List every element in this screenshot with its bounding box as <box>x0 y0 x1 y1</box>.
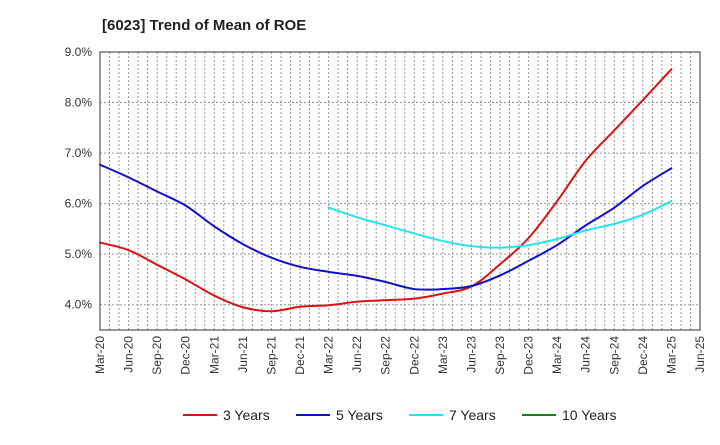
x-tick-label: Sep-23 <box>493 336 507 375</box>
legend: 3 Years 5 Years 7 Years 10 Years <box>183 407 617 423</box>
y-tick-label: 7.0% <box>65 146 93 160</box>
x-tick-label: Mar-20 <box>93 336 107 374</box>
series-line-3-years <box>99 68 673 313</box>
x-tick-label: Mar-23 <box>436 336 450 374</box>
x-tick-label: Mar-21 <box>207 336 221 374</box>
y-tick-label: 5.0% <box>65 247 93 261</box>
y-tick-label: 6.0% <box>65 197 93 211</box>
x-tick-label: Mar-25 <box>664 336 678 374</box>
legend-label-5-years: 5 Years <box>336 407 383 423</box>
x-tick-label: Dec-22 <box>407 336 421 375</box>
x-tick-label: Sep-22 <box>379 336 393 375</box>
grid-layer <box>100 51 700 330</box>
x-axis: Mar-20 Jun-20 Sep-20 Dec-20 Mar-21 Jun-21 Sep-… <box>93 336 707 375</box>
x-tick-label: Dec-20 <box>179 336 193 375</box>
legend-label-10-years: 10 Years <box>562 407 617 423</box>
legend-label-7-years: 7 Years <box>449 407 496 423</box>
y-tick-label: 9.0% <box>65 45 93 59</box>
series-layer <box>99 68 673 313</box>
x-tick-label: Mar-22 <box>322 336 336 374</box>
series-line-5-years <box>99 163 673 291</box>
x-tick-label: Jun-21 <box>236 336 250 373</box>
series-line-7-years <box>327 200 673 249</box>
x-tick-label: Dec-24 <box>636 336 650 375</box>
y-tick-label: 4.0% <box>65 298 93 312</box>
x-tick-label: Mar-24 <box>550 336 564 374</box>
x-tick-label: Sep-21 <box>264 336 278 375</box>
x-tick-label: Jun-25 <box>693 336 707 373</box>
legend-label-3-years: 3 Years <box>223 407 270 423</box>
x-tick-label: Jun-22 <box>350 336 364 373</box>
x-tick-label: Jun-20 <box>122 336 136 373</box>
x-tick-label: Jun-24 <box>579 336 593 373</box>
x-tick-label: Jun-23 <box>464 336 478 373</box>
y-tick-label: 8.0% <box>65 96 93 110</box>
x-tick-label: Sep-24 <box>607 336 621 375</box>
x-tick-label: Dec-21 <box>293 336 307 375</box>
x-tick-label: Dec-23 <box>522 336 536 375</box>
y-axis: 4.0% 5.0% 6.0% 7.0% 8.0% 9.0% <box>65 45 93 312</box>
chart-title: [6023] Trend of Mean of ROE <box>102 17 306 34</box>
x-tick-label: Sep-20 <box>150 336 164 375</box>
plot-frame <box>99 51 701 331</box>
